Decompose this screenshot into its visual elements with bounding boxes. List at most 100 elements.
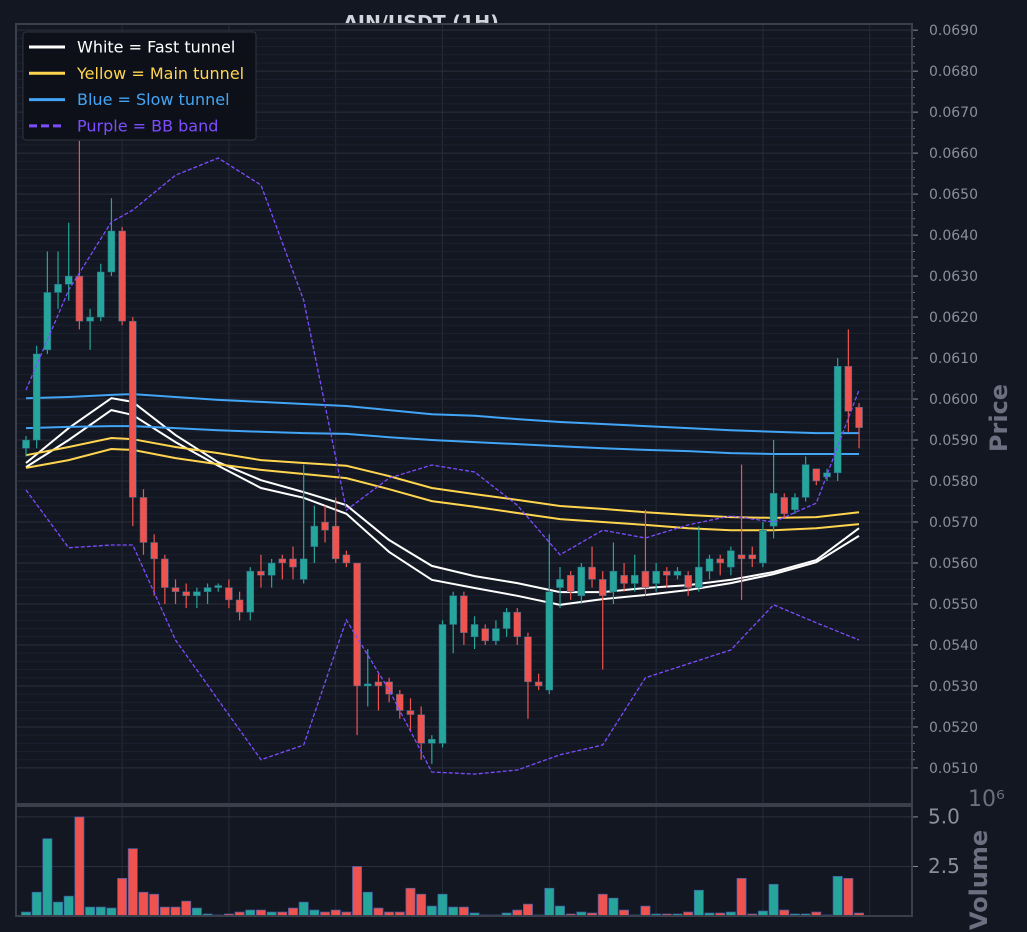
volume-bar: [426, 905, 437, 917]
volume-bar: [416, 893, 427, 917]
candle-body: [374, 681, 383, 687]
candle-body: [299, 558, 308, 580]
y-tick-label: 0.0640: [929, 228, 978, 244]
volume-bar: [181, 900, 192, 917]
volume-bar: [640, 905, 651, 917]
candle-body: [791, 497, 799, 510]
volume-bar: [362, 891, 373, 917]
volume-bar: [373, 907, 384, 917]
candle-body: [631, 575, 639, 584]
volume-bar: [74, 816, 85, 917]
candle-body: [107, 230, 116, 273]
volume-bar: [555, 905, 565, 917]
candle-body: [716, 558, 724, 564]
y-tick-label: 0.0540: [929, 638, 978, 654]
candle-body: [32, 353, 41, 441]
volume-bar: [458, 906, 469, 917]
candle-body: [663, 570, 671, 576]
candle-body: [566, 575, 575, 592]
y-tick-label: 0.0620: [929, 310, 978, 326]
candle-body: [267, 562, 276, 576]
legend-label: Blue = Slow tunnel: [77, 90, 230, 109]
candle-body: [545, 591, 554, 691]
candle-body: [129, 320, 137, 498]
volume-bar: [768, 883, 779, 917]
y-tick-label: 0.0630: [929, 269, 978, 285]
candle-body: [235, 599, 244, 613]
candle-body: [171, 587, 180, 592]
y-tick-label: 0.0610: [929, 351, 978, 367]
volume-bar: [170, 906, 181, 917]
candle-body: [86, 316, 94, 322]
candle-body: [556, 579, 564, 588]
candle-body: [727, 550, 735, 568]
candle-body: [225, 587, 233, 601]
y-tick-label: 0.0680: [929, 64, 978, 80]
candle-body: [214, 585, 222, 588]
legend-label: Yellow = Main tunnel: [76, 64, 244, 83]
tunnel-line: [25, 393, 859, 435]
y-tick-label: 0.0510: [929, 761, 978, 777]
y-tick-label: 0.0580: [929, 474, 978, 490]
tunnel-line: [25, 397, 860, 594]
candle-body: [118, 230, 126, 322]
candle-body: [470, 624, 479, 638]
candle-body: [780, 497, 789, 515]
candle-body: [695, 566, 703, 588]
candle-body: [406, 710, 415, 715]
candle-body: [64, 275, 73, 285]
volume-bar: [832, 876, 843, 917]
candle-body: [310, 525, 319, 547]
volume-bar: [843, 877, 854, 917]
volume-bar: [42, 838, 53, 917]
candle-body: [428, 738, 436, 744]
volume-axis-label: Volume: [965, 830, 993, 930]
candle-body: [801, 464, 810, 498]
legend: White = Fast tunnel Yellow = Main tunnel B…: [22, 31, 257, 141]
candle-body: [588, 566, 596, 580]
candle-body: [737, 554, 746, 560]
candle-body: [278, 558, 287, 564]
y-tick-label: 0.0550: [929, 597, 978, 613]
volume-bar: [437, 893, 448, 917]
y-tick-label: 0.0660: [929, 146, 978, 162]
price-frame: [15, 23, 913, 805]
y-tick-label: 0.0590: [929, 433, 978, 449]
candle-body: [182, 591, 190, 597]
y-tick-label: 0.0570: [929, 515, 978, 531]
candle-body: [684, 575, 692, 588]
candle-body: [331, 525, 340, 560]
candle-body: [502, 611, 511, 629]
tunnel-line: [25, 436, 860, 519]
volume-tick-label: 2.5: [928, 854, 960, 878]
candle-body: [22, 439, 30, 449]
candle-body: [673, 570, 682, 576]
volume-bar: [159, 906, 170, 917]
candle-body: [161, 558, 169, 588]
legend-label: White = Fast tunnel: [77, 38, 235, 57]
y-tick-label: 0.0600: [929, 392, 978, 408]
y-tick-label: 0.0670: [929, 105, 978, 121]
candle-body: [353, 562, 361, 687]
volume-bar: [85, 906, 96, 917]
candle-body: [609, 570, 618, 592]
volume-bar: [448, 906, 459, 917]
candle-body: [641, 570, 650, 588]
volume-offset-label: 10⁶: [968, 787, 1005, 812]
y-tick-label: 0.0520: [929, 720, 978, 736]
candle-body: [75, 275, 84, 322]
candle-body: [97, 271, 105, 318]
candle-body: [139, 497, 148, 543]
candle-body: [705, 558, 714, 572]
candle-body: [620, 575, 628, 584]
volume-bar: [693, 889, 704, 917]
volume-bar: [608, 897, 619, 917]
tunnel-line: [25, 409, 860, 606]
candle-body: [513, 611, 522, 638]
candle-body: [534, 681, 543, 687]
candle-body: [759, 529, 767, 564]
tunnel-line: [25, 489, 860, 775]
candle-body: [396, 693, 404, 711]
volume-bar: [288, 907, 298, 917]
